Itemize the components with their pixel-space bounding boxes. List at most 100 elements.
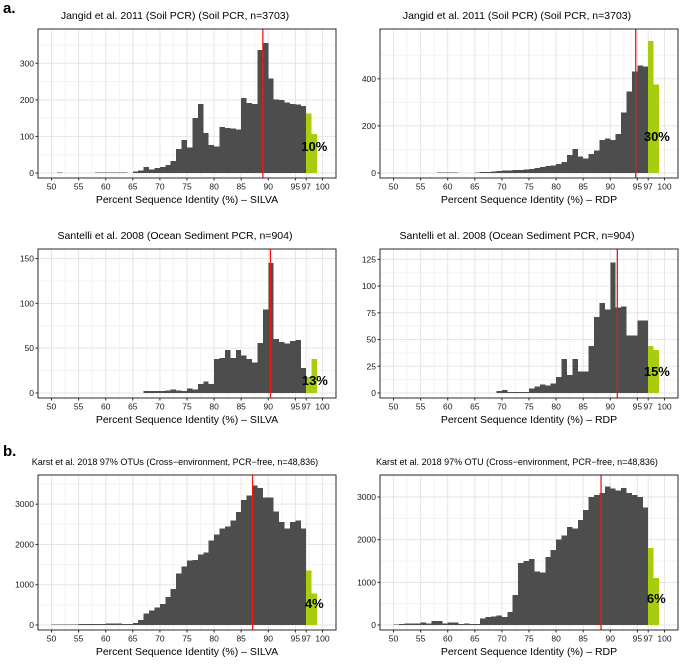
svg-text:55: 55: [416, 182, 426, 192]
panel-title: Karst et al. 2018 97% OTUs (Cross−enviro…: [31, 457, 319, 467]
svg-text:55: 55: [416, 634, 426, 644]
svg-text:100: 100: [315, 634, 329, 644]
svg-text:65: 65: [128, 634, 138, 644]
svg-text:1000: 1000: [357, 577, 376, 587]
svg-text:75: 75: [524, 182, 534, 192]
svg-text:0: 0: [29, 168, 34, 178]
svg-text:55: 55: [74, 182, 84, 192]
svg-text:60: 60: [101, 402, 111, 412]
svg-text:65: 65: [128, 182, 138, 192]
svg-text:65: 65: [128, 402, 138, 412]
svg-text:80: 80: [551, 182, 561, 192]
green-fraction-label: 30%: [644, 129, 670, 144]
svg-text:60: 60: [443, 402, 453, 412]
green-fraction-label: 13%: [302, 373, 328, 388]
svg-text:80: 80: [551, 634, 561, 644]
svg-text:100: 100: [315, 182, 329, 192]
x-axis-title: Percent Sequence Identity (%) – SILVA: [96, 646, 278, 658]
histogram-panel-karst-silva: Karst et al. 2018 97% OTUs (Cross−enviro…: [5, 455, 345, 662]
svg-text:95: 95: [633, 634, 643, 644]
svg-text:100: 100: [657, 182, 671, 192]
svg-text:97: 97: [301, 402, 311, 412]
svg-text:75: 75: [367, 308, 377, 318]
svg-text:50: 50: [25, 343, 35, 353]
svg-text:97: 97: [301, 182, 311, 192]
svg-text:95: 95: [291, 634, 301, 644]
svg-text:0: 0: [371, 168, 376, 178]
svg-text:100: 100: [362, 281, 376, 291]
green-fraction-label: 6%: [647, 591, 666, 606]
x-axis-title: Percent Sequence Identity (%) – RDP: [441, 646, 617, 658]
svg-text:150: 150: [20, 253, 34, 263]
svg-text:50: 50: [47, 634, 57, 644]
svg-text:75: 75: [524, 402, 534, 412]
svg-text:70: 70: [155, 182, 165, 192]
svg-text:0: 0: [371, 388, 376, 398]
svg-text:50: 50: [389, 182, 399, 192]
green-fraction-label: 4%: [305, 596, 324, 611]
histogram-svg: 50 55 60 65 70 75 80 85 90 95 97 100 0 200 400 Percent …: [362, 28, 679, 206]
svg-text:100: 100: [657, 402, 671, 412]
svg-text:0: 0: [29, 388, 34, 398]
svg-text:85: 85: [236, 402, 246, 412]
svg-text:75: 75: [182, 402, 192, 412]
svg-text:65: 65: [470, 634, 480, 644]
svg-text:2000: 2000: [15, 539, 34, 549]
svg-text:0: 0: [29, 620, 34, 630]
svg-text:100: 100: [20, 298, 34, 308]
svg-text:97: 97: [643, 634, 653, 644]
svg-text:70: 70: [497, 402, 507, 412]
svg-text:75: 75: [182, 634, 192, 644]
svg-text:97: 97: [643, 402, 653, 412]
svg-text:90: 90: [264, 634, 274, 644]
svg-text:50: 50: [389, 402, 399, 412]
histogram-svg: 50 55 60 65 70 75 80 85 90 95 97 100 0 25 50 75 100 125 Pe…: [362, 248, 679, 426]
svg-text:50: 50: [389, 634, 399, 644]
svg-text:65: 65: [470, 402, 480, 412]
svg-text:0: 0: [371, 620, 376, 630]
svg-text:85: 85: [578, 634, 588, 644]
x-axis-title: Percent Sequence Identity (%) – SILVA: [96, 194, 278, 206]
svg-text:100: 100: [20, 131, 34, 141]
histogram-chart: 50 55 60 65 70 75 80 85 90 95 97 100 0 50 100 150 Percen…: [8, 244, 342, 430]
histogram-panel-jangid-silva: Jangid et al. 2011 (Soil PCR) (Soil PCR,…: [5, 9, 345, 210]
svg-text:90: 90: [606, 402, 616, 412]
section-label-a: a.: [3, 0, 16, 17]
panel-title: Jangid et al. 2011 (Soil PCR) (Soil PCR,…: [402, 10, 632, 22]
svg-text:80: 80: [209, 634, 219, 644]
histogram-panel-santelli-silva: Santelli et al. 2008 (Ocean Sediment PCR…: [5, 229, 345, 430]
histogram-svg: 50 55 60 65 70 75 80 85 90 95 97 1000100020003000Pe…: [357, 474, 679, 658]
svg-text:90: 90: [606, 634, 616, 644]
svg-text:60: 60: [443, 182, 453, 192]
histogram-svg: 50 55 60 65 70 75 80 85 90 95 97 100 0 50 100 150 Percen…: [20, 248, 337, 426]
svg-text:90: 90: [264, 182, 274, 192]
svg-text:50: 50: [367, 335, 377, 345]
svg-text:55: 55: [74, 634, 84, 644]
svg-text:97: 97: [643, 182, 653, 192]
svg-text:70: 70: [155, 634, 165, 644]
x-axis-title: Percent Sequence Identity (%) – SILVA: [96, 414, 278, 426]
histogram-panel-jangid-rdp: Jangid et al. 2011 (Soil PCR) (Soil PCR,…: [347, 9, 685, 210]
svg-text:100: 100: [315, 402, 329, 412]
svg-text:80: 80: [209, 402, 219, 412]
svg-text:97: 97: [301, 634, 311, 644]
svg-text:80: 80: [209, 182, 219, 192]
panel-title: Santelli et al. 2008 (Ocean Sediment PCR…: [399, 230, 635, 242]
svg-text:3000: 3000: [357, 492, 376, 502]
svg-text:55: 55: [416, 402, 426, 412]
svg-text:60: 60: [101, 182, 111, 192]
histogram-panel-karst-rdp: Karst et al. 2018 97% OTU (Cross−environ…: [347, 455, 685, 662]
svg-text:400: 400: [362, 74, 376, 84]
svg-text:300: 300: [20, 58, 34, 68]
svg-text:125: 125: [362, 254, 376, 264]
svg-text:100: 100: [657, 634, 671, 644]
svg-text:95: 95: [291, 182, 301, 192]
panel-title: Jangid et al. 2011 (Soil PCR) (Soil PCR,…: [60, 10, 290, 22]
svg-text:85: 85: [578, 182, 588, 192]
green-fraction-label: 10%: [301, 139, 327, 154]
histogram-svg: 50 55 60 65 70 75 80 85 90 95 97 1000100020003000Pe…: [15, 474, 337, 658]
svg-text:85: 85: [236, 182, 246, 192]
svg-text:65: 65: [470, 182, 480, 192]
histogram-chart: 50 55 60 65 70 75 80 85 90 95 97 100 0 100 200 300 Perce…: [8, 24, 342, 210]
